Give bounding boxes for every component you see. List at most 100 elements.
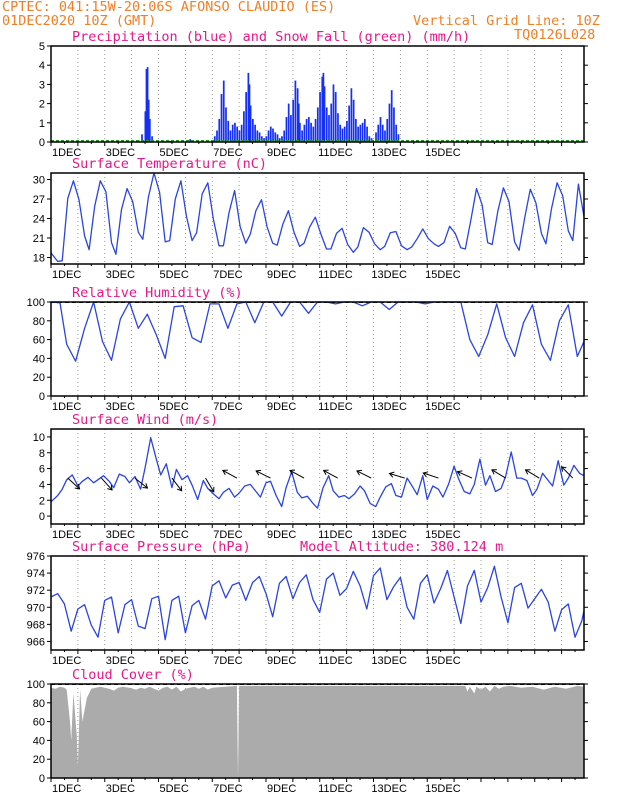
x-tick-label: 1DEC [52,401,81,413]
wind-arrow-head [142,483,149,489]
model-altitude: Model Altitude: 380.124 m [300,539,503,555]
x-tick-label: 1DEC [52,147,81,159]
y-tick-label: 40 [33,735,45,747]
precip-bar [337,113,339,142]
y-tick-label: 4 [39,60,45,72]
x-tick-label: 3DEC [106,147,135,159]
wind-arrow-head [356,469,362,476]
panel-frame [50,172,585,265]
precip-bar [307,117,310,142]
x-tick-label: 9DEC [267,655,296,667]
wind-arrow-shaft [423,472,439,479]
wind-arrow-head [456,470,463,477]
pres-line [50,565,585,641]
x-tick-label: 3DEC [106,401,135,413]
precip-bar [343,126,346,142]
panel-rh: 0 20 40 60 80 100 1DEC 3DEC 5DEC 7DEC 9DEC 11DEC 13D… [27,285,588,413]
precip-bar [357,126,359,142]
y-tick-label: 20 [33,754,45,766]
panel-frame [50,301,585,397]
wind-arrow [171,477,183,492]
wind-arrow-shaft [101,477,113,491]
wind-arrow [322,469,338,479]
precip-bar [312,126,315,142]
y-tick-label: 100 [27,297,45,309]
precip-bar [299,122,301,142]
precip-bar [339,124,342,142]
wind-arrow [388,471,405,479]
x-tick-label: 3DEC [106,529,135,541]
x-tick-label: 11DEC [318,655,353,667]
y-tick-label: 100 [27,679,45,691]
wind-arrow [205,477,215,493]
panel-cloud: 0 20 40 60 80 100 1DEC 3DEC 5DEC 7DEC 9DEC 11DEC 13D… [27,667,588,795]
wind-arrow [134,477,149,489]
precip-bar [361,122,364,142]
precip-bar [213,136,216,142]
x-tick-label: 11DEC [318,147,353,159]
x-tick-label: 13DEC [371,401,407,413]
wind-arrow [255,469,271,479]
panel-wind: 0 2 4 6 8 10 1DEC 3DEC 5DEC 7DEC 9DEC 11DEC 13DEC 15D… [33,412,588,541]
y-tick-label: 2 [39,495,45,507]
x-tick-label: 15DEC [425,655,461,667]
x-tick-label: 9DEC [267,147,296,159]
x-tick-label: 13DEC [371,783,407,795]
precip-bar [267,130,270,142]
y-tick-label: 6 [39,464,45,476]
precip-bar [220,94,223,142]
precip-bar [146,67,149,142]
precip-bar [151,136,153,142]
y-tick-label: 80 [33,698,45,710]
precip-bar [379,117,382,142]
precip-bar [254,124,256,142]
y-tick-label: 0 [39,137,45,149]
y-tick-label: 976 [27,551,45,563]
precip-bar [305,118,308,142]
precip-bar [314,118,317,142]
wind-arrow-shaft [289,469,305,479]
x-tick-label: 9DEC [267,269,296,281]
panel-title: Cloud Cover (%) [72,667,194,683]
x-tick-label: 9DEC [267,401,296,413]
x-tick-label: 15DEC [425,529,461,541]
header-line1: CPTEC: 041:15W-20:06S AFONSO CLAUDIO (ES… [2,0,336,15]
precip-bar [218,118,221,142]
precip-bar [310,122,312,142]
precip-bar [287,103,290,142]
temp-line [50,172,585,263]
x-tick-label: 5DEC [160,147,189,159]
precip-bar [292,99,295,142]
wind-arrow-shaft [134,477,148,489]
precip-bar [397,134,400,142]
header-grid-line: Vertical Grid Line: 10Z [413,13,600,29]
x-tick-label: 1DEC [52,269,81,281]
x-tick-label: 9DEC [267,783,296,795]
header-model-code: TQ0126L028 [514,27,596,43]
panel-frame [50,428,585,525]
y-tick-label: 10 [33,432,45,444]
precip-bar [384,130,386,142]
precip-bar [303,124,306,142]
y-tick-label: 0 [39,511,45,523]
wind-arrow-head [560,466,567,472]
panel-temp: 18 21 24 27 30 1DEC 3DEC 5DEC 7DEC 9DEC 11DEC 13DEC… [33,156,588,281]
x-tick-label: 3DEC [106,269,135,281]
precip-bar [281,136,283,142]
x-tick-label: 7DEC [213,783,242,795]
rh-line [50,301,585,362]
precip-bar [216,130,218,142]
precip-bar [323,86,326,142]
x-tick-label: 7DEC [213,655,242,667]
wind-arrow-head [176,485,183,492]
x-tick-label: 7DEC [213,401,242,413]
x-tick-label: 5DEC [160,529,189,541]
precip-bar [319,92,321,142]
x-tick-label: 11DEC [318,783,353,795]
y-tick-label: 60 [33,717,45,729]
x-tick-label: 7DEC [213,269,242,281]
x-tick-label: 13DEC [371,269,407,281]
wind-arrow-shaft [67,477,80,490]
x-tick-label: 15DEC [425,147,461,159]
y-tick-label: 5 [39,41,45,53]
